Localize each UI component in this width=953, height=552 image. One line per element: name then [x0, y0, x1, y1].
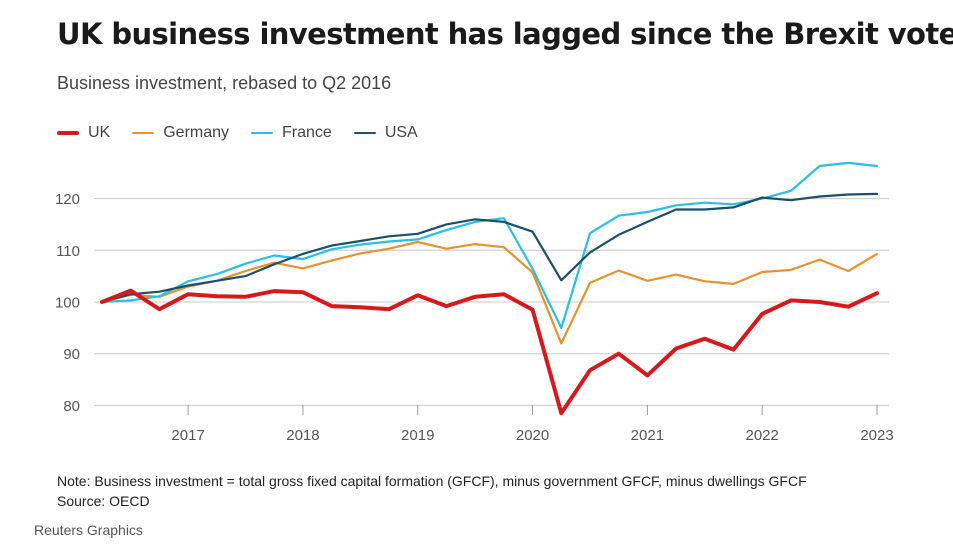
x-tick-label-2021: 2021 — [631, 427, 664, 444]
legend-label-uk: UK — [88, 124, 111, 141]
x-tick-label-2022: 2022 — [745, 427, 778, 444]
legend-swatch-usa — [353, 132, 376, 134]
series-layer — [100, 161, 879, 416]
legend-swatch-uk — [57, 131, 79, 135]
credit-text: Reuters Graphics — [34, 522, 143, 538]
axis-layer: 80 90 100 110 120 2017 2018 2019 2020 2021 2022 202… — [55, 191, 894, 444]
chart-notes: Note: Business investment = total gross … — [57, 471, 807, 511]
series-line-usa — [100, 192, 879, 304]
y-tick-label-110: 110 — [56, 243, 80, 260]
chart-subtitle: Business investment, rebased to Q2 2016 — [57, 73, 392, 93]
series-line-germany — [100, 240, 879, 345]
chart-title: UK business investment has lagged since … — [57, 17, 953, 51]
legend-label-usa: USA — [384, 124, 418, 141]
legend-item-germany: Germany — [132, 124, 229, 142]
x-tick-label-2018: 2018 — [286, 427, 319, 444]
x-tick-label-2019: 2019 — [401, 427, 434, 444]
legend-label-germany: Germany — [163, 124, 230, 141]
source-text: Source: OECD — [57, 493, 150, 509]
y-tick-label-120: 120 — [55, 191, 80, 208]
y-tick-label-100: 100 — [55, 295, 80, 312]
series-line-uk — [100, 288, 879, 416]
note-text: Note: Business investment = total gross … — [57, 473, 807, 489]
y-tick-label-90: 90 — [63, 346, 80, 363]
legend-swatch-germany — [132, 132, 155, 134]
legend-item-france: France — [251, 124, 332, 142]
x-tick-label-2017: 2017 — [171, 427, 204, 444]
x-tick-label-2020: 2020 — [516, 427, 549, 444]
grid-layer — [94, 198, 889, 406]
legend-label-france: France — [282, 124, 332, 141]
legend: UK Germany France USA — [57, 124, 440, 142]
y-tick-label-80: 80 — [63, 398, 80, 415]
legend-swatch-france — [251, 132, 274, 134]
legend-item-usa: USA — [353, 124, 418, 142]
x-tick-label-2023: 2023 — [860, 427, 893, 444]
legend-item-uk: UK — [57, 124, 110, 142]
